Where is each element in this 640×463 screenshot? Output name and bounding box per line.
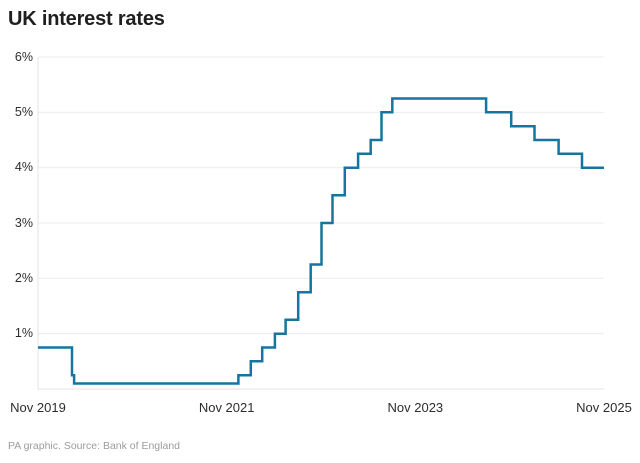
chart-title: UK interest rates bbox=[8, 8, 165, 30]
x-axis-tick-label: Nov 2025 bbox=[576, 400, 632, 415]
y-axis-tick-label: 4% bbox=[14, 160, 33, 175]
y-axis-tick-label: 5% bbox=[14, 104, 33, 119]
x-axis-tick-label: Nov 2021 bbox=[198, 400, 255, 415]
y-axis-tick-label: 2% bbox=[14, 270, 33, 285]
source-caption: PA graphic. Source: Bank of England bbox=[8, 440, 180, 452]
rate-step-line bbox=[38, 97, 604, 385]
y-axis-tick-label: 6% bbox=[14, 49, 33, 64]
y-axis-tick-label: 1% bbox=[14, 326, 33, 341]
x-axis-tick-label: Nov 2023 bbox=[387, 400, 444, 415]
y-axis-tick-label: 3% bbox=[14, 215, 33, 230]
x-axis-tick-label: Nov 2019 bbox=[10, 400, 66, 415]
